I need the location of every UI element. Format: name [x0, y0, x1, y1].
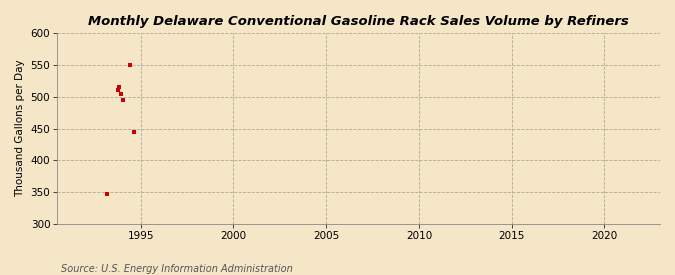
Text: Source: U.S. Energy Information Administration: Source: U.S. Energy Information Administ… — [61, 264, 292, 274]
Y-axis label: Thousand Gallons per Day: Thousand Gallons per Day — [15, 60, 25, 197]
Title: Monthly Delaware Conventional Gasoline Rack Sales Volume by Refiners: Monthly Delaware Conventional Gasoline R… — [88, 15, 629, 28]
